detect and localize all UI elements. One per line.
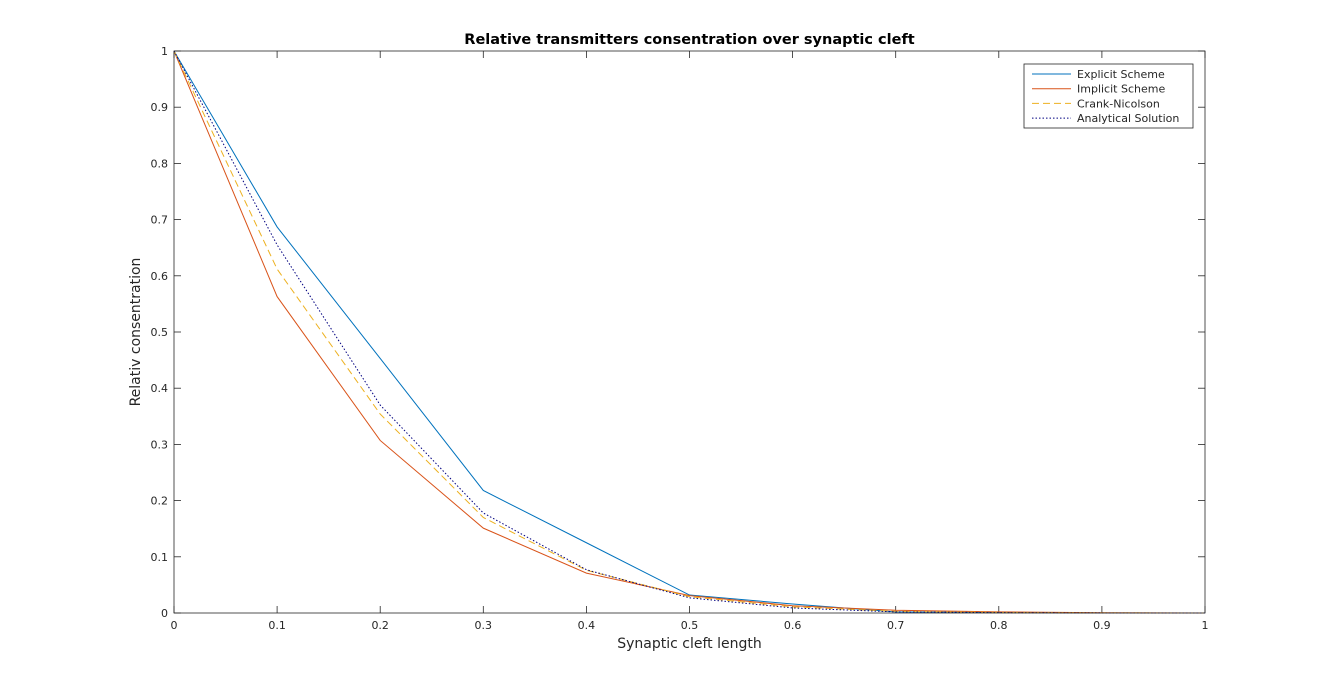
- x-tick-label: 0.1: [268, 619, 286, 632]
- y-tick-label: 0.6: [151, 270, 169, 283]
- x-tick-label: 0.7: [887, 619, 905, 632]
- y-tick-label: 0.5: [151, 326, 169, 339]
- plot-area: [174, 51, 1205, 613]
- x-tick-label: 0.5: [681, 619, 699, 632]
- y-tick-label: 0.1: [151, 551, 169, 564]
- x-tick-label: 0.4: [578, 619, 596, 632]
- y-tick-label: 0.4: [151, 382, 169, 395]
- x-tick-label: 0: [171, 619, 178, 632]
- y-tick-label: 0.2: [151, 495, 169, 508]
- legend: Explicit Scheme Implicit SchemeCrank-Nico…: [1023, 63, 1194, 129]
- y-tick-label: 0.3: [151, 438, 169, 451]
- x-tick-label: 0.3: [475, 619, 493, 632]
- x-tick-label: 1: [1202, 619, 1209, 632]
- series-line-implicit-scheme: [173, 50, 1206, 614]
- legend-label: Implicit Scheme: [1077, 83, 1165, 96]
- legend-box: [1023, 63, 1194, 129]
- legend-label: Explicit Scheme: [1077, 68, 1165, 81]
- y-tick-label: 0.7: [151, 214, 169, 227]
- y-tick-label: 0.8: [151, 157, 169, 170]
- y-tick-label: 1: [161, 45, 168, 58]
- x-tick-label: 0.2: [371, 619, 389, 632]
- series-line-crank-nicolson: [173, 50, 1206, 614]
- y-tick-label: 0: [161, 607, 168, 620]
- tick-labels: 0 0.1 0.2 0.3 0.4 0.5 0.6 0.7 0.8 0.9 1 0 0.1 0.2 0.3 0…: [151, 45, 1209, 632]
- x-tick-label: 0.8: [990, 619, 1008, 632]
- y-axis-label: Relativ consentration: [128, 258, 144, 407]
- axes-box: [173, 50, 1206, 614]
- x-axis-label: Synaptic cleft length: [617, 636, 761, 652]
- x-tick-label: 0.6: [784, 619, 802, 632]
- y-tick-label: 0.9: [151, 101, 169, 114]
- legend-label: Analytical Solution: [1077, 112, 1179, 125]
- legend-label: Crank-Nicolson: [1077, 97, 1160, 110]
- x-tick-label: 0.9: [1093, 619, 1111, 632]
- chart-title: Relative transmitters consentration over…: [464, 32, 914, 48]
